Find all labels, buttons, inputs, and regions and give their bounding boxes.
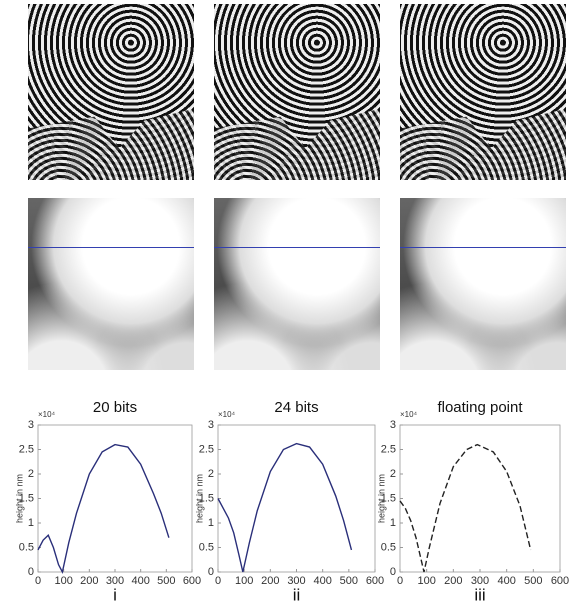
fringe-image	[400, 4, 566, 180]
y-tick-label: 3	[208, 419, 214, 431]
y-tick-label: 1.5	[381, 492, 396, 504]
x-tick-label: 600	[183, 575, 201, 587]
x-tick-label: 100	[54, 575, 72, 587]
y-multiplier: ×10⁴	[218, 410, 236, 419]
height-image	[214, 198, 380, 370]
x-tick-label: 600	[366, 575, 384, 587]
x-tick-label: 200	[80, 575, 98, 587]
y-tick-label: 0.5	[19, 541, 34, 553]
x-tick-label: 400	[497, 575, 515, 587]
y-tick-label: 2	[28, 468, 34, 480]
fringe-image	[28, 4, 194, 180]
x-tick-label: 300	[106, 575, 124, 587]
data-line	[217, 442, 353, 573]
x-tick-label: 100	[417, 575, 435, 587]
x-tick-label: 100	[235, 575, 253, 587]
x-tick-label: 200	[444, 575, 462, 587]
x-tick-label: 400	[131, 575, 149, 587]
y-tick-label: 0.5	[199, 541, 214, 553]
height-image	[28, 198, 194, 370]
data-line	[37, 443, 170, 575]
caption: i	[113, 585, 117, 604]
y-multiplier: ×10⁴	[400, 410, 418, 419]
x-tick-label: 500	[157, 575, 175, 587]
y-tick-label: 1	[208, 517, 214, 529]
data-line	[399, 443, 532, 573]
y-tick-label: 1.5	[199, 492, 214, 504]
y-tick-label: 0.5	[381, 541, 396, 553]
chart-title: floating point	[437, 399, 523, 416]
x-tick-label: 0	[35, 575, 41, 587]
y-axis-label: height in nm	[376, 474, 386, 523]
y-tick-label: 1	[28, 517, 34, 529]
height-image	[400, 198, 566, 370]
y-tick-label: 2.5	[381, 443, 396, 455]
plot-frame	[399, 424, 561, 573]
x-tick-label: 600	[551, 575, 569, 587]
x-tick-label: 200	[261, 575, 279, 587]
plot-frame	[37, 424, 193, 573]
y-tick-label: 1.5	[19, 492, 34, 504]
x-tick-label: 300	[471, 575, 489, 587]
y-tick-label: 2.5	[19, 443, 34, 455]
y-tick-label: 3	[28, 419, 34, 431]
y-tick-label: 0	[28, 566, 34, 578]
caption: iii	[474, 585, 485, 604]
chart-title: 24 bits	[274, 399, 318, 416]
chart-title: 20 bits	[93, 399, 137, 416]
y-tick-label: 0	[208, 566, 214, 578]
y-tick-label: 0	[390, 566, 396, 578]
x-tick-label: 500	[524, 575, 542, 587]
x-tick-label: 0	[397, 575, 403, 587]
y-tick-label: 2	[208, 468, 214, 480]
y-tick-label: 2	[390, 468, 396, 480]
x-tick-label: 300	[287, 575, 305, 587]
y-axis-label: height in nm	[194, 474, 204, 523]
y-tick-label: 2.5	[199, 443, 214, 455]
fringe-image	[214, 4, 380, 180]
y-tick-label: 3	[390, 419, 396, 431]
x-tick-label: 400	[313, 575, 331, 587]
x-tick-label: 0	[215, 575, 221, 587]
caption: ii	[293, 585, 301, 604]
y-multiplier: ×10⁴	[38, 410, 56, 419]
x-tick-label: 500	[340, 575, 358, 587]
y-tick-label: 1	[390, 517, 396, 529]
y-axis-label: height in nm	[14, 474, 24, 523]
